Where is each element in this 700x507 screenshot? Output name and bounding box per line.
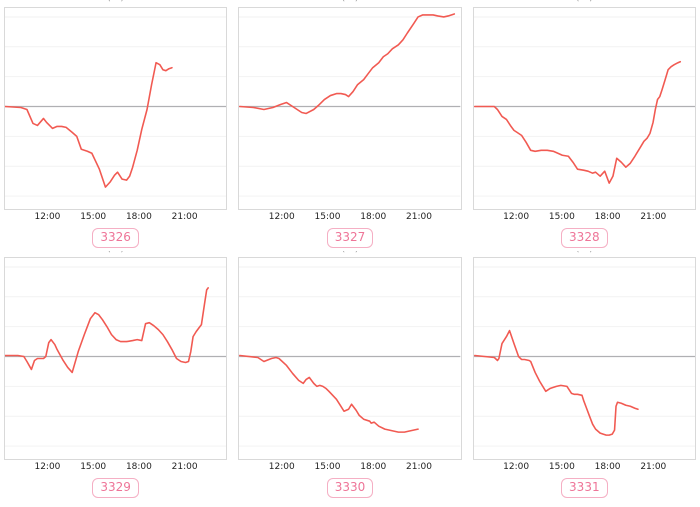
chart-panel [238, 7, 462, 210]
data-series-line [5, 287, 209, 374]
chart-panel [238, 257, 462, 460]
chart-id-badge[interactable]: 3331 [561, 477, 608, 498]
x-tick-label: 18:00 [125, 212, 152, 222]
line-chart [473, 16, 695, 197]
x-tick-label: 21:00 [640, 462, 667, 472]
x-tick-label: 21:00 [171, 462, 198, 472]
x-tick-label: 21:00 [640, 212, 667, 222]
x-tick-label: 18:00 [360, 462, 387, 472]
badge-row: 3329 [4, 474, 227, 501]
clipped-chart-title: (...) [4, 251, 227, 257]
x-axis: 12:00 15:00 18:00 21:00 [473, 461, 696, 474]
chart-panel [4, 7, 228, 210]
x-axis: 12:00 15:00 18:00 21:00 [238, 211, 461, 224]
clipped-chart-title: (...) [238, 251, 461, 257]
chart-cell: (...) 12:00 15:00 18:00 21:00 3328 [472, 0, 696, 251]
data-series-line [473, 60, 681, 184]
chart-panel [472, 7, 696, 210]
badge-row: 3330 [238, 474, 461, 501]
line-chart [239, 13, 461, 197]
badge-row: 3328 [473, 224, 696, 251]
x-axis: 12:00 15:00 18:00 21:00 [4, 461, 227, 474]
data-series-line [5, 61, 173, 188]
x-axis: 12:00 15:00 18:00 21:00 [473, 211, 696, 224]
x-tick-label: 15:00 [314, 462, 341, 472]
x-tick-label: 15:00 [314, 212, 341, 222]
x-tick-label: 12:00 [503, 212, 530, 222]
badge-row: 3327 [238, 224, 461, 251]
chart-panel [4, 257, 228, 460]
clipped-chart-title: (...) [238, 0, 461, 7]
chart-panel [472, 257, 696, 460]
x-tick-label: 18:00 [594, 462, 621, 472]
x-tick-label: 12:00 [34, 212, 61, 222]
x-tick-label: 12:00 [268, 462, 295, 472]
chart-cell: (...) 12:00 15:00 18:00 21:00 3331 [472, 251, 696, 501]
clipped-chart-title: (...) [473, 251, 696, 257]
x-tick-label: 21:00 [171, 212, 198, 222]
chart-cell: (...) 12:00 15:00 18:00 21:00 3327 [238, 0, 462, 251]
x-tick-label: 12:00 [34, 462, 61, 472]
chart-cell: (...) 12:00 15:00 18:00 21:00 3326 [4, 0, 228, 251]
x-tick-label: 12:00 [503, 462, 530, 472]
chart-cell: (...) 12:00 15:00 18:00 21:00 3329 [4, 251, 228, 501]
clipped-chart-title: (...) [4, 0, 227, 7]
chart-cell: (...) 12:00 15:00 18:00 21:00 3330 [238, 251, 462, 501]
x-tick-label: 15:00 [548, 212, 575, 222]
line-chart [239, 266, 461, 447]
x-tick-label: 15:00 [80, 212, 107, 222]
line-chart [473, 266, 695, 447]
data-series-line [239, 354, 420, 433]
x-tick-label: 18:00 [594, 212, 621, 222]
data-series-line [239, 13, 456, 115]
x-tick-label: 15:00 [548, 462, 575, 472]
x-tick-label: 21:00 [406, 462, 432, 472]
chart-id-badge[interactable]: 3329 [92, 477, 139, 498]
x-tick-label: 12:00 [268, 212, 295, 222]
chart-id-badge[interactable]: 3328 [561, 227, 608, 248]
x-tick-label: 21:00 [406, 212, 432, 222]
chart-id-badge[interactable]: 3330 [326, 477, 374, 498]
x-axis: 12:00 15:00 18:00 21:00 [4, 211, 227, 224]
line-chart [5, 16, 227, 197]
x-tick-label: 18:00 [125, 462, 152, 472]
line-chart [5, 266, 227, 447]
badge-row: 3331 [473, 474, 696, 501]
x-axis: 12:00 15:00 18:00 21:00 [238, 461, 461, 474]
x-tick-label: 15:00 [80, 462, 107, 472]
x-tick-label: 18:00 [360, 212, 387, 222]
data-series-line [473, 329, 639, 436]
clipped-chart-title: (...) [473, 0, 696, 7]
chart-id-badge[interactable]: 3326 [92, 227, 139, 248]
badge-row: 3326 [4, 224, 227, 251]
chart-id-badge[interactable]: 3327 [326, 227, 374, 248]
